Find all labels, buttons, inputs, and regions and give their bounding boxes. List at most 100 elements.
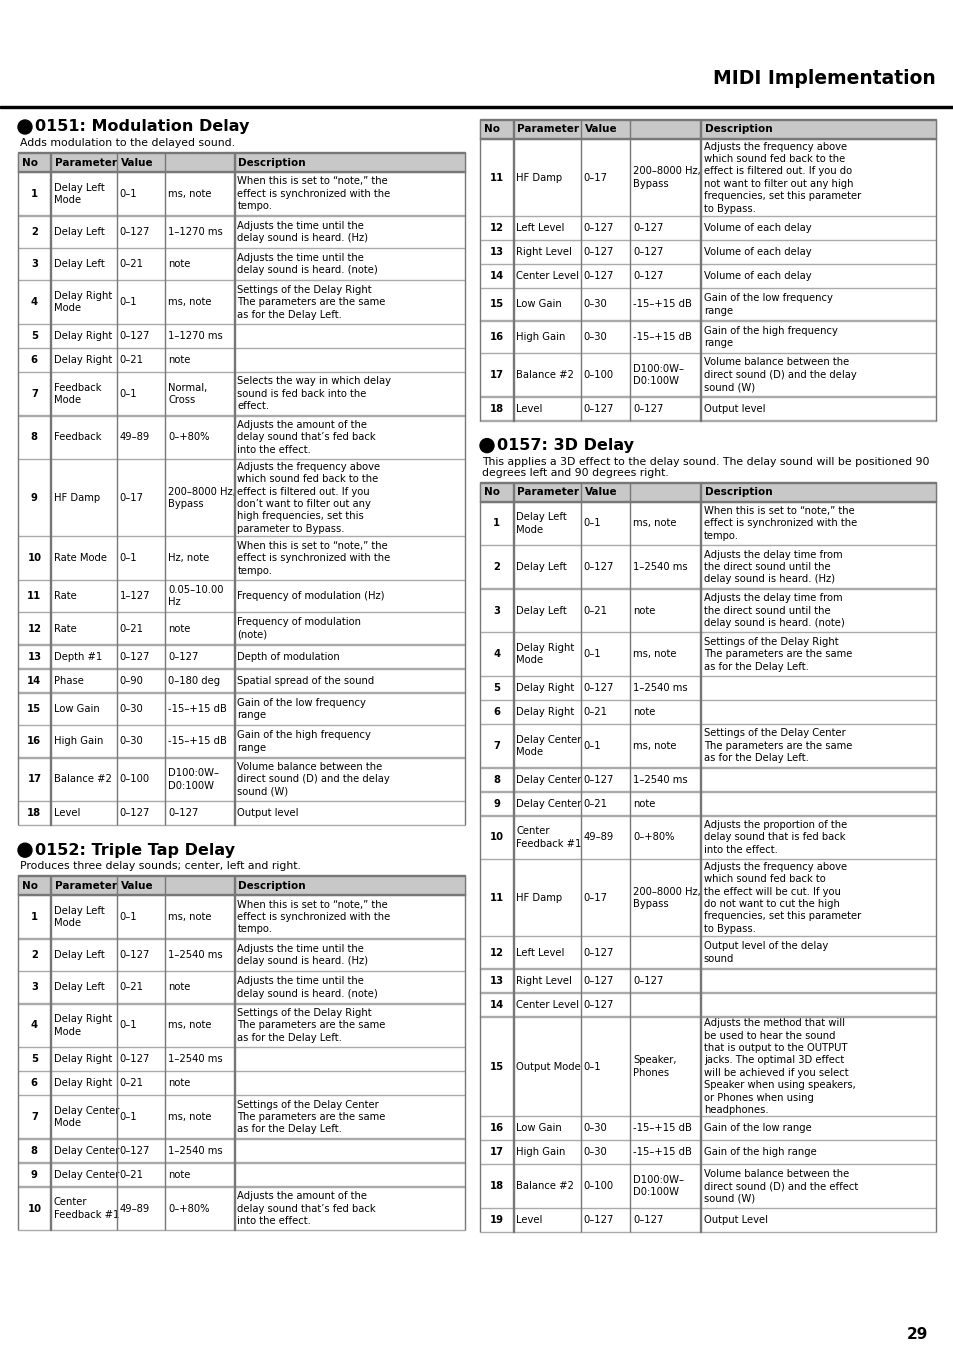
Text: 0–127: 0–127 xyxy=(633,976,662,986)
Text: Spatial spread of the sound: Spatial spread of the sound xyxy=(237,676,375,686)
Text: No: No xyxy=(22,880,38,891)
Text: 8: 8 xyxy=(30,1146,38,1156)
Text: Description: Description xyxy=(238,158,306,167)
Text: 18: 18 xyxy=(28,809,41,818)
Circle shape xyxy=(18,120,32,134)
Text: -15–+15 dB: -15–+15 dB xyxy=(633,332,691,342)
Text: Speaker,
Phones: Speaker, Phones xyxy=(633,1056,676,1077)
Text: 12: 12 xyxy=(489,948,503,957)
Text: Delay Right: Delay Right xyxy=(516,683,574,693)
Text: 18: 18 xyxy=(489,404,503,413)
Bar xyxy=(479,120,935,139)
Text: Delay Left: Delay Left xyxy=(516,606,566,616)
Text: 4: 4 xyxy=(493,649,499,659)
Text: 0–127: 0–127 xyxy=(120,809,150,818)
Text: High Gain: High Gain xyxy=(53,736,103,747)
Text: 1–2540 ms: 1–2540 ms xyxy=(633,683,687,693)
Text: 14: 14 xyxy=(489,1000,503,1010)
Text: 8: 8 xyxy=(493,775,499,784)
Text: 0–30: 0–30 xyxy=(583,300,607,309)
Text: 0–21: 0–21 xyxy=(120,983,144,992)
Bar xyxy=(18,153,464,171)
Text: Output level of the delay
sound: Output level of the delay sound xyxy=(703,941,827,964)
Text: Adjusts the time until the
delay sound is heard. (Hz): Adjusts the time until the delay sound i… xyxy=(237,220,368,243)
Text: HF Damp: HF Damp xyxy=(516,892,562,903)
Text: 0–127: 0–127 xyxy=(633,1215,662,1224)
Text: 0–127: 0–127 xyxy=(583,976,614,986)
Text: Delay Center: Delay Center xyxy=(516,799,581,809)
Text: 0–21: 0–21 xyxy=(583,606,607,616)
Text: 1–2540 ms: 1–2540 ms xyxy=(168,1054,222,1064)
Text: 0–127: 0–127 xyxy=(120,227,150,236)
Text: 0–127: 0–127 xyxy=(583,1000,614,1010)
Text: Adjusts the frequency above
which sound fed back to
the effect will be cut. If y: Adjusts the frequency above which sound … xyxy=(703,861,860,934)
Text: ms, note: ms, note xyxy=(168,1021,212,1030)
Text: 17: 17 xyxy=(489,1148,503,1157)
Text: 0–1: 0–1 xyxy=(583,518,600,528)
Text: Delay Right
Mode: Delay Right Mode xyxy=(53,1014,112,1037)
Text: 0–21: 0–21 xyxy=(120,259,144,269)
Text: Left Level: Left Level xyxy=(516,948,564,957)
Text: 11: 11 xyxy=(489,173,503,182)
Text: Center
Feedback #1: Center Feedback #1 xyxy=(53,1197,119,1220)
Text: -15–+15 dB: -15–+15 dB xyxy=(168,736,227,747)
Text: Delay Left: Delay Left xyxy=(53,227,104,236)
Text: note: note xyxy=(168,1170,191,1180)
Text: 17: 17 xyxy=(28,775,41,784)
Text: Low Gain: Low Gain xyxy=(53,703,99,714)
Text: D100:0W–
D0:100W: D100:0W– D0:100W xyxy=(633,363,683,386)
Text: 0–100: 0–100 xyxy=(583,1181,614,1191)
Text: Adjusts the method that will
be used to hear the sound
that is output to the OUT: Adjusts the method that will be used to … xyxy=(703,1018,855,1115)
Text: Output Level: Output Level xyxy=(703,1215,767,1224)
Text: Delay Left: Delay Left xyxy=(53,950,104,960)
Text: Adjusts the amount of the
delay sound that’s fed back
into the effect.: Adjusts the amount of the delay sound th… xyxy=(237,420,375,455)
Text: 18: 18 xyxy=(489,1181,503,1191)
Text: Normal,
Cross: Normal, Cross xyxy=(168,382,207,405)
Text: 1–1270 ms: 1–1270 ms xyxy=(168,227,223,236)
Text: HF Damp: HF Damp xyxy=(53,493,100,502)
Text: High Gain: High Gain xyxy=(516,332,565,342)
Text: Adjusts the time until the
delay sound is heard. (Hz): Adjusts the time until the delay sound i… xyxy=(237,944,368,967)
Text: Adjusts the frequency above
which sound fed back to the
effect is filtered out. : Adjusts the frequency above which sound … xyxy=(703,142,860,213)
Text: 12: 12 xyxy=(489,223,503,234)
Text: 15: 15 xyxy=(28,703,41,714)
Circle shape xyxy=(18,844,32,857)
Text: Adjusts the delay time from
the direct sound until the
delay sound is heard. (no: Adjusts the delay time from the direct s… xyxy=(703,593,843,628)
Text: Parameter: Parameter xyxy=(517,124,578,135)
Text: 0152: Triple Tap Delay: 0152: Triple Tap Delay xyxy=(35,842,234,857)
Text: 0–127: 0–127 xyxy=(583,683,614,693)
Text: note: note xyxy=(633,799,655,809)
Text: 1: 1 xyxy=(493,518,499,528)
Text: 0–127: 0–127 xyxy=(583,247,614,258)
Text: Produces three delay sounds; center, left and right.: Produces three delay sounds; center, lef… xyxy=(20,861,300,871)
Text: 0–127: 0–127 xyxy=(120,652,150,662)
Text: 3: 3 xyxy=(30,259,38,269)
Text: degrees left and 90 degrees right.: degrees left and 90 degrees right. xyxy=(481,467,668,478)
Text: 6: 6 xyxy=(30,1079,38,1088)
Text: 9: 9 xyxy=(493,799,499,809)
Text: 0–1: 0–1 xyxy=(120,1021,137,1030)
Text: Gain of the high frequency
range: Gain of the high frequency range xyxy=(237,730,371,752)
Text: 0–127: 0–127 xyxy=(583,948,614,957)
Text: Delay Right: Delay Right xyxy=(516,707,574,717)
Text: Delay Right: Delay Right xyxy=(53,355,112,364)
Text: ms, note: ms, note xyxy=(633,741,676,751)
Text: 0–17: 0–17 xyxy=(583,892,607,903)
Text: Right Level: Right Level xyxy=(516,976,572,986)
Text: 1–2540 ms: 1–2540 ms xyxy=(633,562,687,572)
Text: Settings of the Delay Right
The parameters are the same
as for the Delay Left.: Settings of the Delay Right The paramete… xyxy=(237,285,385,320)
Text: 13: 13 xyxy=(489,247,503,258)
Circle shape xyxy=(479,439,494,452)
Text: 0–1: 0–1 xyxy=(583,1061,600,1072)
Text: Delay Right: Delay Right xyxy=(53,1054,112,1064)
Text: Output level: Output level xyxy=(703,404,764,413)
Text: When this is set to “note,” the
effect is synchronized with the
tempo.: When this is set to “note,” the effect i… xyxy=(237,541,390,575)
Text: 0–1: 0–1 xyxy=(120,297,137,308)
Text: 0–127: 0–127 xyxy=(583,271,614,281)
Text: 15: 15 xyxy=(489,300,503,309)
Text: Left Level: Left Level xyxy=(516,223,564,234)
Text: 5: 5 xyxy=(30,1054,38,1064)
Text: Balance #2: Balance #2 xyxy=(516,1181,574,1191)
Text: Value: Value xyxy=(121,158,153,167)
Text: Parameter: Parameter xyxy=(517,487,578,497)
